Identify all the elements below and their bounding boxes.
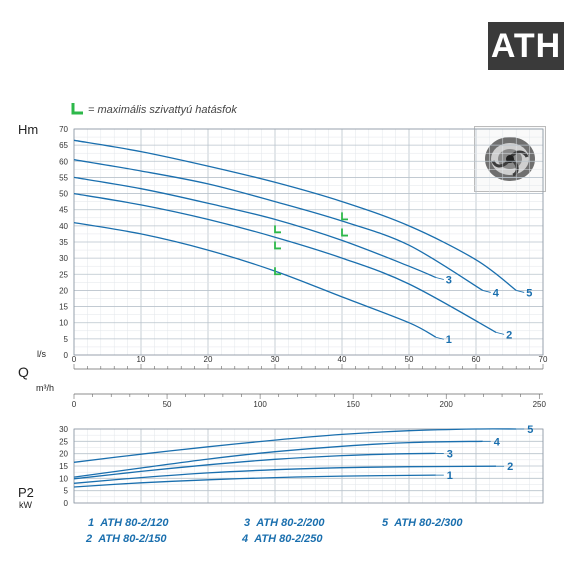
flow-ls-tick-label: 50 [405, 355, 414, 364]
efficiency-marker [341, 228, 348, 237]
head-y-tick-label: 30 [59, 254, 68, 263]
power-y-tick-label: 0 [64, 499, 69, 508]
legend-num: 5 [382, 517, 389, 529]
head-curve-4 [73, 159, 484, 291]
head-curve-2 [73, 192, 497, 333]
efficiency-marker [274, 241, 281, 250]
flow-m3h-tick-label: 250 [533, 400, 547, 409]
power-y-tick-label: 10 [59, 474, 68, 483]
head-y-tick-label: 55 [59, 173, 68, 182]
head-y-tick-label: 15 [59, 303, 68, 312]
flow-ls-tick-label: 10 [137, 355, 146, 364]
power-curve-4 [73, 440, 483, 478]
flow-ls-tick-label: 0 [72, 355, 77, 364]
flow-m3h-tick-label: 150 [346, 400, 360, 409]
flow-ls-tick-label: 20 [204, 355, 213, 364]
head-y-tick-label: 70 [59, 125, 68, 134]
legend-num: 4 [242, 533, 249, 545]
flow-m3h-tick-label: 50 [163, 400, 172, 409]
legend-item: 3 ATH 80-2/200 [244, 517, 325, 529]
legend-num: 2 [86, 533, 93, 545]
power-curve-label: 2 [507, 461, 513, 473]
head-curve-leader [435, 336, 444, 340]
pump-icon [485, 137, 535, 181]
legend-item: 5 ATH 80-2/300 [382, 517, 463, 529]
legend-item: 2 ATH 80-2/150 [86, 533, 167, 545]
flow-m3h-tick-label: 100 [253, 400, 267, 409]
head-y-tick-label: 45 [59, 206, 68, 215]
efficiency-marker-icon [71, 103, 83, 115]
head-y-tick-label: 65 [59, 141, 68, 150]
legend-model: ATH 80-2/250 [254, 533, 323, 545]
head-y-tick-label: 40 [59, 222, 68, 231]
head-y-tick-label: 5 [64, 335, 69, 344]
legend-model: ATH 80-2/300 [394, 517, 463, 529]
head-curve-label: 1 [446, 334, 452, 346]
power-curve-3 [73, 452, 436, 480]
legend-num: 3 [244, 517, 251, 529]
power-y-tick-label: 5 [64, 487, 69, 496]
head-curve-leader [435, 277, 444, 280]
power-curve-label: 5 [527, 424, 533, 436]
flow-axis-label: Q [18, 364, 29, 380]
flow-m3h-tick-label: 200 [440, 400, 454, 409]
flow-m3h-tick-label: 0 [72, 400, 77, 409]
efficiency-marker [274, 267, 281, 276]
head-y-tick-label: 35 [59, 238, 68, 247]
flow-ls-tick-label: 60 [472, 355, 481, 364]
flow-m3h-unit: m³/h [36, 383, 54, 393]
legend-model: ATH 80-2/200 [256, 517, 325, 529]
legend-num: 1 [88, 517, 95, 529]
power-curve-1 [73, 474, 436, 488]
head-curve-5 [73, 139, 517, 291]
efficiency-marker [274, 225, 281, 234]
head-plot-frame [73, 128, 544, 356]
head-curve-leader [482, 290, 491, 293]
legend-item: 4 ATH 80-2/250 [242, 533, 323, 545]
head-curve-1 [73, 221, 437, 338]
efficiency-note-text: = maximális szivattyú hatásfok [88, 104, 237, 116]
head-curve-leader [516, 290, 525, 293]
head-y-tick-label: 10 [59, 319, 68, 328]
legend-model: ATH 80-2/120 [100, 517, 169, 529]
head-y-tick-label: 25 [59, 270, 68, 279]
flow-ls-tick-label: 30 [271, 355, 280, 364]
power-y-tick-label: 20 [59, 450, 68, 459]
head-curve-label: 5 [526, 287, 532, 299]
power-y-tick-label: 25 [59, 437, 68, 446]
power-y-tick-label: 15 [59, 462, 68, 471]
power-y-tick-label: 30 [59, 425, 68, 434]
legend-item: 1 ATH 80-2/120 [88, 517, 169, 529]
power-curve-2 [73, 465, 497, 484]
head-curve-label: 3 [446, 275, 452, 287]
head-y-tick-label: 0 [64, 351, 69, 360]
head-curve-3 [73, 176, 437, 279]
legend-model: ATH 80-2/150 [98, 533, 167, 545]
head-curve-label: 4 [493, 287, 500, 299]
power-axis-label: P2 [18, 485, 34, 500]
efficiency-marker [341, 212, 348, 221]
flow-ls-tick-label: 40 [338, 355, 347, 364]
power-curve-label: 1 [447, 470, 453, 482]
flow-ls-unit: l/s [37, 349, 46, 359]
power-unit-label: kW [19, 500, 32, 510]
power-curve-label: 3 [447, 448, 453, 460]
power-curve-5 [73, 428, 517, 463]
power-curve-label: 4 [494, 436, 501, 448]
head-y-tick-label: 50 [59, 190, 68, 199]
head-curve-label: 2 [506, 329, 512, 341]
head-y-tick-label: 60 [59, 157, 68, 166]
brand-logo: ATH [488, 22, 564, 70]
power-plot-frame [73, 428, 544, 504]
head-y-tick-label: 20 [59, 286, 68, 295]
head-axis-label: Hm [18, 122, 39, 137]
flow-ls-tick-label: 70 [539, 355, 548, 364]
head-curve-leader [496, 332, 505, 335]
